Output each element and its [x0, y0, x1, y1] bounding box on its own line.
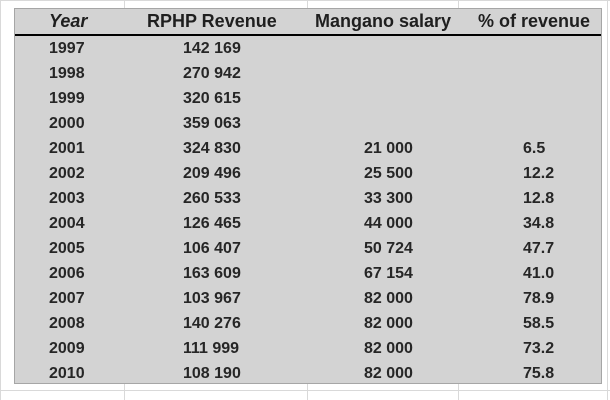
cell-revenue[interactable]: 359 063 — [183, 115, 241, 132]
cell-salary[interactable]: 21 000 — [364, 140, 413, 157]
header-row: Year RPHP Revenue Mangano salary % of re… — [15, 9, 601, 36]
table-row: 2000 359 063 — [15, 111, 601, 136]
cell-salary[interactable]: 82 000 — [364, 365, 413, 382]
cell-revenue[interactable]: 163 609 — [183, 265, 241, 282]
gridline — [0, 390, 610, 391]
table-row: 2007 103 967 82 000 78.9 — [15, 286, 601, 311]
cell-percent[interactable]: 47.7 — [523, 240, 555, 257]
cell-year[interactable]: 1997 — [49, 40, 85, 57]
cell-revenue[interactable]: 111 999 — [183, 340, 240, 357]
header-salary[interactable]: Mangano salary — [315, 11, 452, 31]
cell-salary[interactable]: 82 000 — [364, 340, 413, 357]
table-row: 2001 324 830 21 000 6.5 — [15, 136, 601, 161]
table-row: 2005 106 407 50 724 47.7 — [15, 236, 601, 261]
cell-salary[interactable]: 82 000 — [364, 290, 413, 307]
cell-year[interactable]: 1999 — [49, 90, 85, 107]
cell-salary[interactable]: 25 500 — [364, 165, 413, 182]
table-row: 1998 270 942 — [15, 61, 601, 86]
cell-revenue[interactable]: 209 496 — [183, 165, 241, 182]
cell-salary[interactable]: 67 154 — [364, 265, 413, 282]
table-row: 2004 126 465 44 000 34.8 — [15, 211, 601, 236]
cell-year[interactable]: 2006 — [49, 265, 85, 282]
cell-year[interactable]: 2010 — [49, 365, 85, 382]
cell-salary[interactable]: 82 000 — [364, 315, 413, 332]
gridline — [0, 0, 610, 1]
cell-percent[interactable]: 75.8 — [523, 365, 555, 382]
table-row: 2009 111 999 82 000 73.2 — [15, 336, 601, 361]
cell-year[interactable]: 2007 — [49, 290, 85, 307]
cell-percent[interactable]: 12.8 — [523, 190, 555, 207]
cell-year[interactable]: 2000 — [49, 115, 85, 132]
cell-percent[interactable]: 73.2 — [523, 340, 555, 357]
cell-year[interactable]: 2009 — [49, 340, 85, 357]
cell-year[interactable]: 2004 — [49, 215, 85, 232]
cell-year[interactable]: 1998 — [49, 65, 85, 82]
cell-revenue[interactable]: 126 465 — [183, 215, 241, 232]
gridline — [607, 0, 608, 400]
table-row: 2010 108 190 82 000 75.8 — [15, 361, 601, 386]
cell-revenue[interactable]: 270 942 — [183, 65, 241, 82]
gridline — [0, 0, 1, 400]
cell-revenue[interactable]: 103 967 — [183, 290, 241, 307]
cell-year[interactable]: 2001 — [49, 140, 85, 157]
table-row: 2003 260 533 33 300 12.8 — [15, 186, 601, 211]
table-row: 1997 142 169 — [15, 36, 601, 61]
table-row: 2002 209 496 25 500 12.2 — [15, 161, 601, 186]
cell-revenue[interactable]: 320 615 — [183, 90, 241, 107]
cell-year[interactable]: 2002 — [49, 165, 85, 182]
cell-year[interactable]: 2005 — [49, 240, 85, 257]
header-percent[interactable]: % of revenue — [478, 11, 591, 31]
cell-percent[interactable]: 6.5 — [523, 140, 546, 157]
cell-salary[interactable]: 50 724 — [364, 240, 413, 257]
cell-year[interactable]: 2008 — [49, 315, 85, 332]
cell-percent[interactable]: 41.0 — [523, 265, 555, 282]
cell-percent[interactable]: 12.2 — [523, 165, 555, 182]
cell-revenue[interactable]: 106 407 — [183, 240, 241, 257]
cell-salary[interactable]: 44 000 — [364, 215, 413, 232]
cell-revenue[interactable]: 140 276 — [183, 315, 241, 332]
cell-revenue[interactable]: 260 533 — [183, 190, 241, 207]
cell-revenue[interactable]: 108 190 — [183, 365, 241, 382]
header-year[interactable]: Year — [49, 11, 88, 31]
cell-revenue[interactable]: 142 169 — [183, 40, 241, 57]
cell-percent[interactable]: 78.9 — [523, 290, 555, 307]
header-revenue[interactable]: RPHP Revenue — [147, 11, 277, 31]
cell-salary[interactable]: 33 300 — [364, 190, 413, 207]
cell-percent[interactable]: 34.8 — [523, 215, 555, 232]
data-table: Year RPHP Revenue Mangano salary % of re… — [14, 8, 602, 384]
table-body: 1997 142 169 1998 270 942 1999 320 615 2000 359… — [15, 36, 601, 386]
table-row: 2006 163 609 67 154 41.0 — [15, 261, 601, 286]
table-row: 1999 320 615 — [15, 86, 601, 111]
cell-percent[interactable]: 58.5 — [523, 315, 555, 332]
table-row: 2008 140 276 82 000 58.5 — [15, 311, 601, 336]
cell-year[interactable]: 2003 — [49, 190, 85, 207]
cell-revenue[interactable]: 324 830 — [183, 140, 241, 157]
